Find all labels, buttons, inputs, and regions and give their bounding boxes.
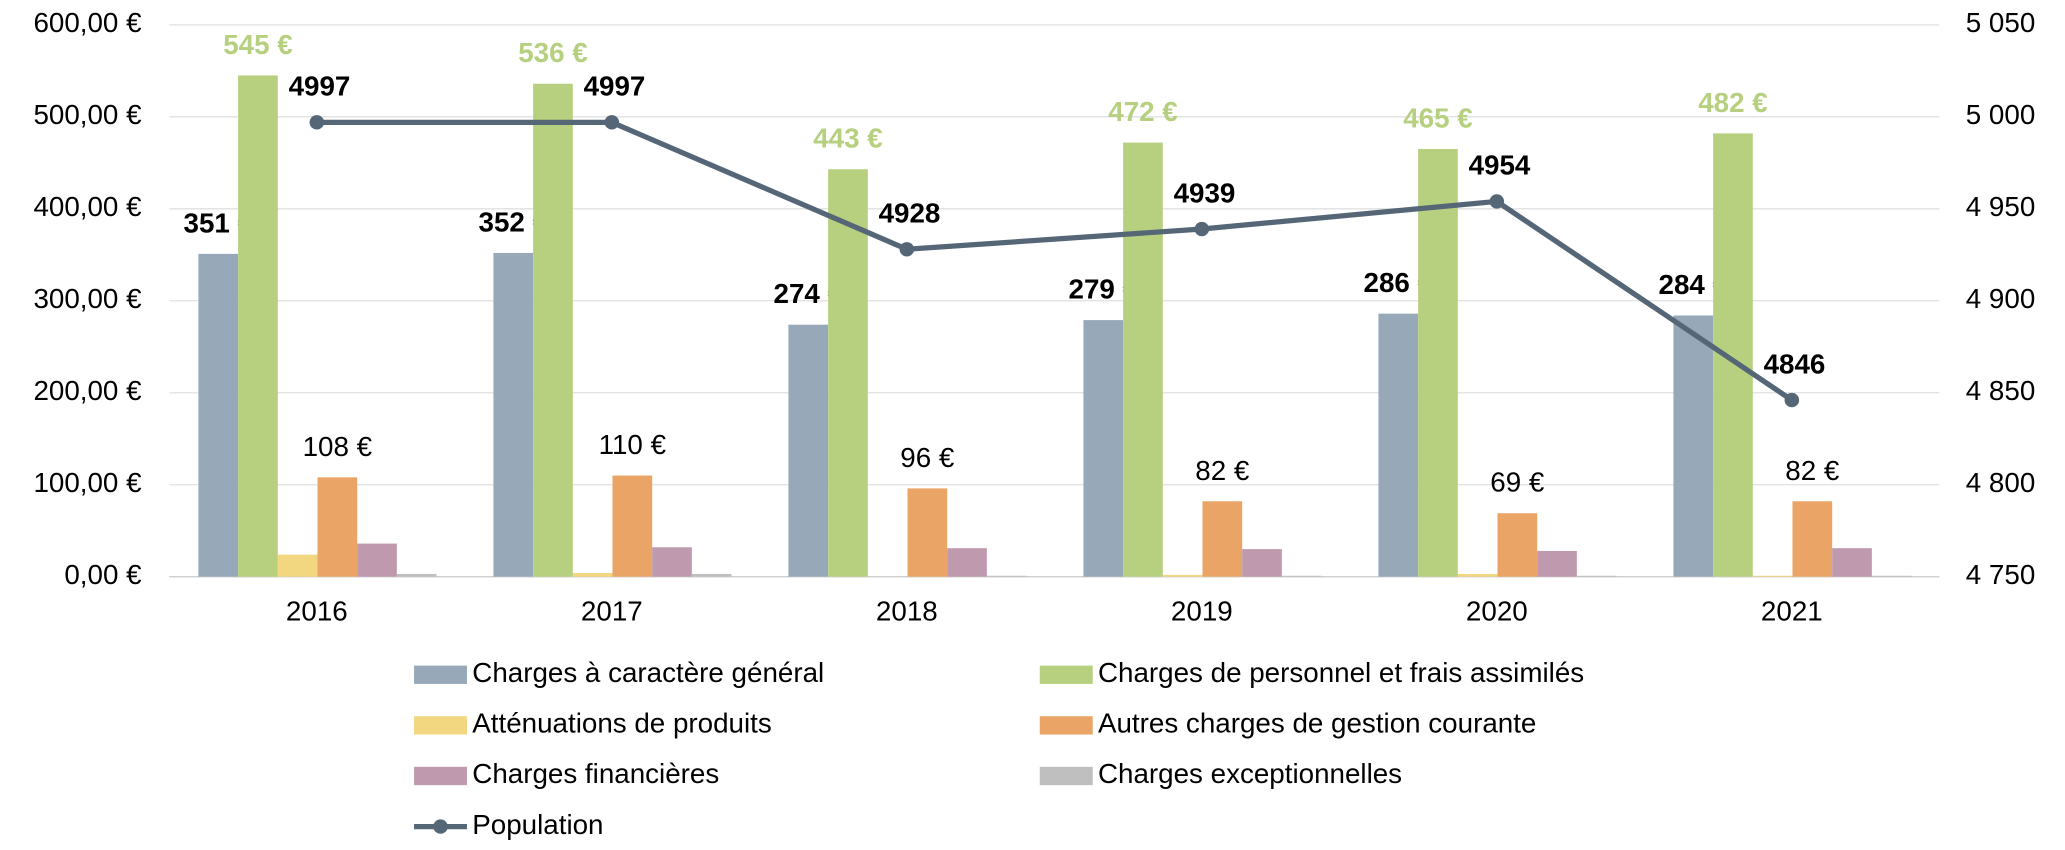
y-tick-label: 400,00 € <box>33 191 141 222</box>
bar <box>1832 548 1872 577</box>
line-marker <box>1194 221 1210 237</box>
bar <box>1871 575 1912 577</box>
data-label: 4997 <box>289 71 351 102</box>
legend-swatch <box>414 665 467 684</box>
data-label: 4939 <box>1174 177 1236 208</box>
legend-label: Autres charges de gestion courante <box>1098 708 1536 739</box>
y-tick-label: 600,00 € <box>33 7 141 38</box>
bar <box>238 75 278 577</box>
data-label: 4997 <box>584 71 646 102</box>
legend-swatch <box>1039 665 1093 684</box>
x-tick-label: 2017 <box>581 596 643 627</box>
data-label: 110 € <box>599 429 666 460</box>
legend-label: Charges exceptionnelles <box>1098 758 1402 789</box>
line-marker <box>604 115 620 130</box>
legend-swatch <box>414 766 467 786</box>
line-marker <box>899 242 915 257</box>
bar <box>1752 575 1793 577</box>
data-label: 545 € <box>223 29 292 60</box>
bar <box>1576 575 1617 577</box>
data-label: 108 € <box>303 431 372 462</box>
y2-tick-label: 4 900 <box>1966 283 2035 314</box>
bar <box>907 488 948 577</box>
bar <box>652 547 692 577</box>
bar <box>1673 315 1714 577</box>
bar <box>612 475 653 577</box>
y2-tick-label: 5 050 <box>1966 7 2035 38</box>
x-tick-label: 2019 <box>1171 596 1233 627</box>
bar <box>691 573 732 577</box>
bar <box>1378 313 1419 577</box>
y-tick-label: 100,00 € <box>33 467 141 498</box>
data-label: 4954 <box>1469 150 1531 181</box>
legend-label: Charges de personnel et frais assimilés <box>1098 657 1584 688</box>
bar <box>198 253 239 577</box>
bar <box>1162 574 1203 577</box>
legend-marker <box>433 819 448 834</box>
data-label: 4928 <box>879 198 941 229</box>
bar <box>1123 142 1163 577</box>
data-label: 82 € <box>1195 455 1249 486</box>
bar <box>788 324 829 577</box>
bar <box>1497 513 1538 577</box>
y2-tick-label: 5 000 <box>1966 99 2035 130</box>
bar <box>1418 149 1458 577</box>
bar <box>572 573 613 577</box>
bar <box>986 575 1027 577</box>
y2-tick-label: 4 950 <box>1966 191 2035 222</box>
bar <box>1202 501 1243 577</box>
data-label: 82 € <box>1785 455 1839 486</box>
data-label: 96 € <box>900 442 954 473</box>
bar <box>396 573 437 577</box>
bar <box>1083 320 1124 577</box>
y-tick-label: 500,00 € <box>33 99 141 130</box>
legend-label: Charges à caractère général <box>472 657 824 688</box>
data-label: 482 € <box>1698 87 1767 118</box>
data-label: 69 € <box>1490 467 1544 498</box>
bar <box>1242 549 1282 577</box>
bar <box>493 252 534 577</box>
y2-tick-label: 4 800 <box>1966 467 2035 498</box>
bar <box>1713 133 1753 577</box>
line <box>316 119 1794 403</box>
bar <box>317 477 358 577</box>
bar <box>357 543 397 577</box>
line-marker <box>309 115 325 130</box>
x-tick-label: 2021 <box>1761 596 1823 627</box>
data-label: 465 € <box>1403 103 1472 134</box>
data-label: 443 € <box>813 123 882 154</box>
data-label: 472 € <box>1108 96 1177 127</box>
x-tick-label: 2020 <box>1466 596 1528 627</box>
bar <box>828 169 868 577</box>
line-marker <box>1489 194 1505 209</box>
legend-swatch <box>1039 716 1093 735</box>
legend-swatch <box>1039 766 1093 786</box>
bar <box>1792 501 1833 577</box>
x-tick-label: 2016 <box>286 596 348 627</box>
y2-tick-label: 4 850 <box>1966 375 2035 406</box>
bar <box>1537 550 1577 577</box>
bar <box>277 554 318 577</box>
bar <box>947 548 987 577</box>
bar <box>1457 573 1498 577</box>
y-tick-label: 200,00 € <box>33 375 141 406</box>
data-label: 536 € <box>518 37 587 68</box>
line-marker <box>1784 392 1800 408</box>
x-tick-label: 2018 <box>876 596 938 627</box>
legend-swatch <box>414 716 467 735</box>
legend-label: Charges financières <box>472 758 719 789</box>
legend-label: Atténuations de produits <box>472 708 771 739</box>
bar <box>1281 575 1322 577</box>
data-label: 4846 <box>1764 349 1826 380</box>
bar <box>533 83 573 577</box>
legend-label: Population <box>472 809 603 840</box>
y2-tick-label: 4 750 <box>1966 559 2035 590</box>
y-tick-label: 0,00 € <box>64 559 141 590</box>
y-tick-label: 300,00 € <box>33 283 141 314</box>
